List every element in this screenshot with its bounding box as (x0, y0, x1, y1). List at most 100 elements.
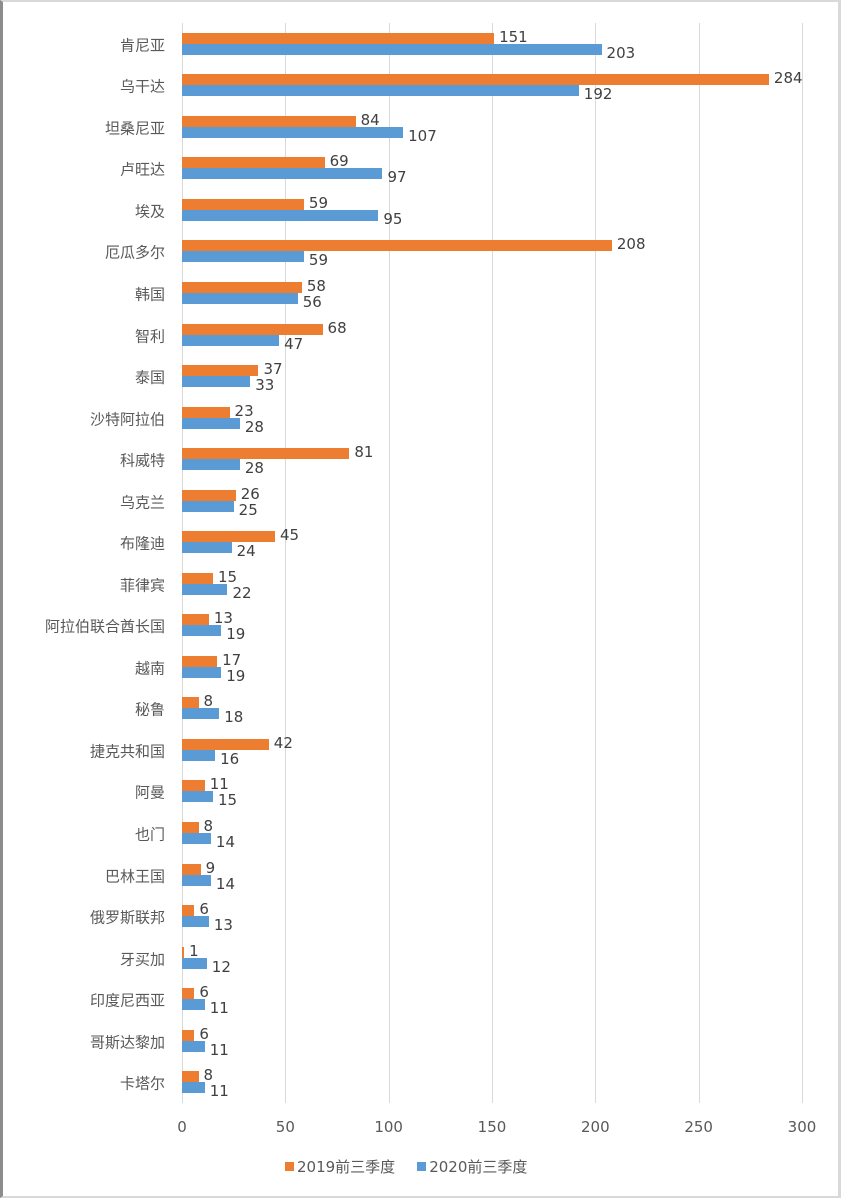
bar-2019 (182, 572, 213, 584)
data-label: 15 (218, 567, 238, 586)
bar-2020 (182, 708, 220, 720)
data-label: 59 (308, 193, 329, 212)
bar-2019 (182, 655, 218, 667)
bar-2020 (182, 1082, 205, 1094)
data-label: 24 (236, 542, 256, 561)
bar-2020 (182, 749, 216, 761)
bar-2019 (182, 1029, 195, 1041)
bar-2019 (182, 863, 201, 875)
gridline (492, 23, 493, 1103)
bar-2020 (182, 209, 379, 221)
bar-2020 (182, 666, 222, 678)
data-label: 12 (211, 957, 231, 976)
category-label: 卢旺达 (119, 160, 165, 179)
data-label: 16 (220, 749, 240, 768)
bar-2020 (182, 1040, 205, 1052)
category-label: 韩国 (134, 285, 165, 304)
bar-2020 (182, 583, 228, 595)
data-label: 151 (499, 27, 528, 46)
data-label: 47 (284, 334, 304, 353)
bar-2019 (182, 697, 199, 709)
category-label: 布隆迪 (119, 534, 165, 553)
data-label: 8 (203, 692, 214, 711)
bar-2019 (182, 905, 195, 917)
data-label: 37 (263, 360, 283, 379)
data-label: 19 (226, 666, 246, 685)
category-label: 越南 (134, 659, 165, 678)
bar-2019 (182, 323, 323, 335)
bar-2019 (182, 489, 236, 501)
data-label: 42 (273, 733, 293, 752)
data-label: 17 (222, 650, 242, 669)
bar-2020 (182, 500, 234, 512)
bar-2019 (182, 198, 304, 210)
data-label: 284 (773, 69, 803, 88)
data-label: 14 (215, 833, 236, 851)
category-label: 乌干达 (119, 77, 165, 96)
category-label: 坦桑尼亚 (104, 119, 165, 138)
bar-2020 (182, 791, 213, 803)
bar-2020 (182, 459, 240, 471)
data-label: 97 (387, 168, 407, 187)
bar-2020 (182, 376, 251, 388)
bar-2019 (182, 448, 350, 460)
plot-area (182, 23, 803, 1103)
gridline (595, 23, 597, 1103)
bar-2019 (182, 115, 356, 127)
data-label: 15 (218, 791, 238, 810)
data-label: 69 (329, 152, 349, 171)
data-label: 23 (234, 401, 254, 420)
data-label: 6 (199, 900, 209, 919)
legend-swatch-2020-icon (417, 1162, 427, 1171)
data-label: 13 (213, 916, 233, 935)
category-label: 巴林王国 (104, 867, 165, 886)
category-label: 厄瓜多尔 (104, 243, 165, 262)
category-label: 牙买加 (119, 950, 165, 969)
data-label: 11 (209, 1082, 229, 1101)
data-label: 8 (203, 1066, 214, 1085)
category-label: 卡塔尔 (119, 1074, 165, 1093)
data-label: 203 (606, 43, 636, 62)
data-label: 8 (203, 817, 214, 835)
data-label: 9 (205, 858, 216, 877)
bar-2019 (182, 365, 259, 377)
bar-2020 (182, 85, 579, 97)
data-label: 45 (280, 526, 300, 545)
bar-2019 (182, 780, 205, 792)
x-tick-label: 0 (177, 1118, 187, 1136)
data-label: 59 (308, 251, 329, 270)
gridline (285, 23, 287, 1103)
data-label: 11 (209, 999, 229, 1018)
bar-2020 (182, 168, 383, 180)
data-label: 6 (199, 1024, 209, 1043)
data-label: 208 (616, 235, 646, 254)
data-label: 19 (226, 625, 246, 644)
bar-2019 (182, 1071, 199, 1083)
bar-2019 (182, 406, 230, 418)
bar-2020 (182, 417, 240, 429)
data-label: 107 (408, 126, 437, 145)
category-label: 捷克共和国 (89, 742, 165, 761)
category-label: 科威特 (119, 451, 165, 470)
category-label: 阿曼 (134, 783, 165, 802)
data-label: 33 (255, 376, 275, 395)
bar-2020 (182, 874, 211, 886)
data-label: 11 (209, 1040, 229, 1059)
legend-item-2020: 2020前三季度 (417, 1156, 527, 1177)
bar-2019 (182, 738, 269, 750)
category-label: 乌克兰 (119, 493, 165, 512)
bar-2020 (182, 293, 298, 304)
bar-2020 (182, 999, 205, 1011)
category-label: 肯尼亚 (119, 36, 165, 55)
category-label: 埃及 (134, 202, 165, 221)
bar-2019 (182, 157, 325, 169)
bar-2019 (182, 946, 185, 958)
data-label: 1 (189, 941, 199, 960)
legend-label-2019: 2019前三季度 (297, 1158, 396, 1176)
data-label: 26 (240, 484, 260, 503)
category-label: 沙特阿拉伯 (89, 410, 165, 429)
bar-2020 (182, 625, 222, 637)
x-tick-label: 250 (684, 1118, 713, 1136)
bar-2019 (182, 32, 495, 44)
